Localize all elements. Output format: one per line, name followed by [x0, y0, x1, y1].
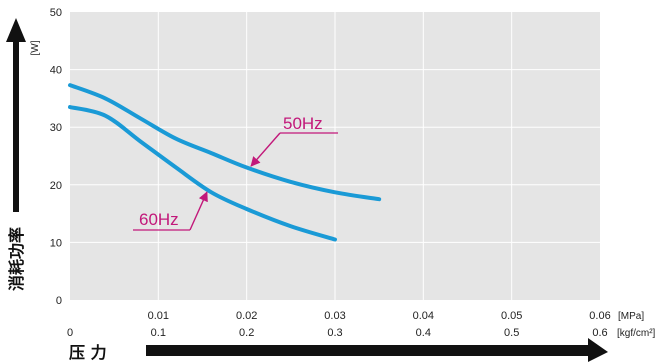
x-tick-label-primary: 0.04	[413, 310, 434, 322]
x-tick-label-secondary: 0.3	[327, 327, 342, 339]
series-line-60hz	[68, 105, 337, 242]
y-tick-label: 10	[50, 237, 62, 249]
x-tick-label-secondary: 0.5	[504, 327, 519, 339]
x-tick-label-secondary: 0.2	[239, 327, 254, 339]
x-tick-label-primary: 0.02	[236, 310, 257, 322]
annotation-label: 60Hz	[139, 210, 179, 229]
y-tick-label: 50	[50, 7, 62, 19]
annotation-arrow-icon	[250, 132, 281, 167]
x-tick-label-primary: 0.06	[589, 310, 610, 322]
x-axis-title: 压 力	[69, 343, 107, 362]
y-axis-unit: [W]	[30, 40, 41, 55]
x-tick-label-secondary: 0.6	[592, 327, 607, 339]
x-tick-label-primary: 0.01	[148, 310, 169, 322]
annotation-60hz: 60Hz	[133, 191, 208, 231]
annotation-layer: 50Hz 60Hz	[133, 114, 338, 231]
y-tick-label: 0	[56, 295, 62, 307]
x-tick-label-primary: 0.03	[324, 310, 345, 322]
y-axis-ticks: 0 10 20 30 40 50	[50, 7, 62, 307]
x-axis-ticks: 0.01 0.02 0.03 0.04 0.05 0.06 0 0.1 0.2 0.3 0.4 0.5…	[67, 310, 611, 339]
series-line-50hz	[68, 83, 382, 202]
x-axis-unit-primary: [MPa]	[618, 311, 644, 322]
x-tick-label-secondary: 0.1	[151, 327, 166, 339]
annotation-arrow-icon	[189, 191, 208, 231]
x-axis-unit-secondary: [kgf/cm²]	[617, 328, 656, 339]
y-axis-title: 消耗功率	[7, 227, 26, 291]
x-tick-label-secondary: 0.4	[416, 327, 431, 339]
x-tick-label-primary: 0.05	[501, 310, 522, 322]
y-tick-label: 40	[50, 65, 62, 77]
series-layer	[68, 83, 382, 242]
x-axis-arrow-icon	[146, 338, 608, 362]
y-tick-label: 30	[50, 122, 62, 134]
y-tick-label: 20	[50, 180, 62, 192]
y-axis-arrow-icon	[6, 18, 26, 212]
x-tick-label-secondary: 0	[67, 327, 73, 339]
annotation-50hz: 50Hz	[250, 114, 338, 167]
annotation-label: 50Hz	[283, 114, 323, 133]
